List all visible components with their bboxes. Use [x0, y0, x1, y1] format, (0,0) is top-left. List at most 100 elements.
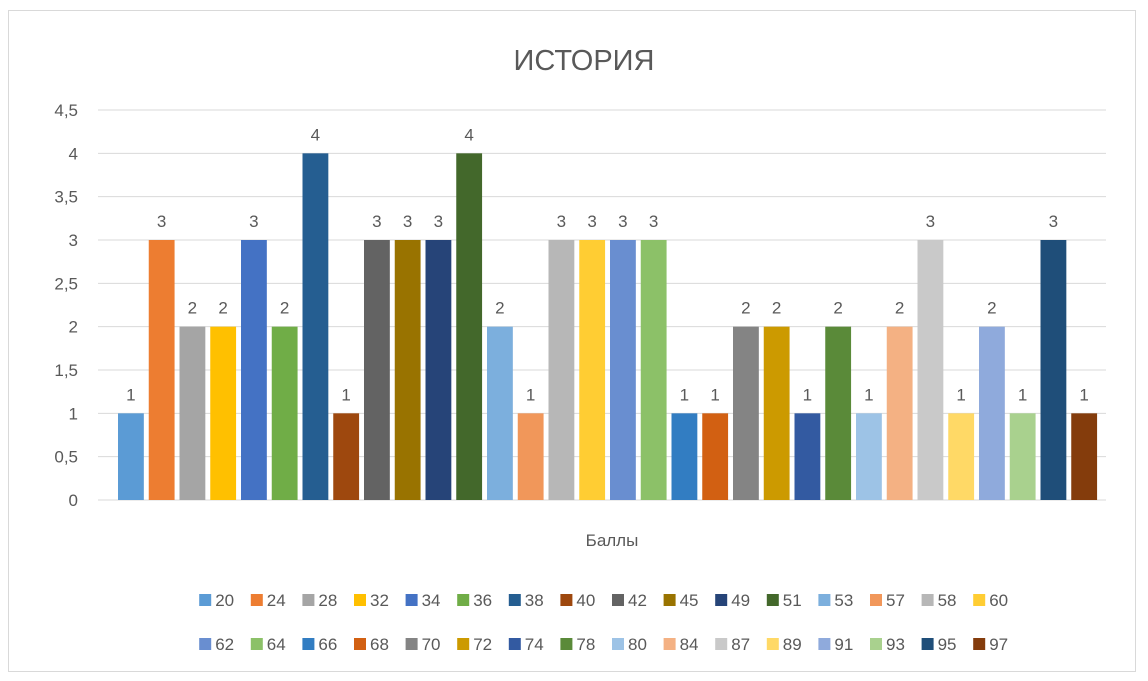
legend-swatch: [250, 594, 263, 606]
legend-entry: 36: [473, 591, 492, 610]
legend-entry: 70: [422, 635, 441, 654]
bar: [425, 240, 452, 500]
bar: [979, 326, 1005, 500]
legend-swatch: [870, 594, 882, 606]
legend-swatch: [508, 594, 521, 606]
data-labels: 1 3 2 2 3 2 4 1 3 3 3 4 2 1 3 3 3 3 1 1 2 2 1 2 1 2 3 1 2 1 3 1: [126, 125, 1089, 404]
legend-entry: 93: [886, 635, 905, 654]
legend-swatch: [199, 594, 212, 606]
bar: [179, 326, 206, 500]
data-label: 2: [218, 299, 227, 318]
bar: [364, 240, 390, 500]
data-label: 3: [649, 212, 658, 231]
bar: [763, 326, 790, 500]
legend-entry: 72: [473, 635, 492, 654]
legend-entry: 64: [267, 635, 286, 654]
legend-entry: 62: [215, 635, 234, 654]
legend-entry: 32: [370, 591, 389, 610]
legend-entry: 91: [834, 635, 853, 654]
legend-entry: 28: [318, 591, 337, 610]
bar: [794, 413, 821, 500]
legend-entry: 49: [731, 591, 750, 610]
legend-swatch: [612, 638, 624, 650]
y-tick-label: 1: [69, 404, 78, 423]
legend-swatch: [766, 594, 779, 606]
legend-entry: 58: [938, 591, 957, 610]
legend-swatch: [973, 638, 986, 650]
bar: [302, 153, 329, 501]
data-label: 3: [157, 212, 166, 231]
data-label: 2: [772, 299, 781, 318]
data-label: 2: [833, 299, 842, 318]
data-label: 3: [372, 212, 381, 231]
data-label: 3: [926, 212, 935, 231]
y-tick-label: 1,5: [54, 361, 78, 380]
legend-swatch: [560, 594, 573, 606]
bar: [333, 413, 360, 500]
legend-entry: 42: [628, 591, 647, 610]
x-axis-label: Баллы: [586, 531, 639, 550]
bar: [118, 413, 144, 500]
legend-swatch: [560, 638, 573, 650]
bar: [148, 240, 175, 500]
data-label: 1: [864, 385, 873, 404]
data-label: 2: [895, 299, 904, 318]
legend-swatch: [663, 638, 676, 650]
chart-title: ИСТОРИЯ: [514, 45, 655, 77]
y-tick-label: 3,5: [54, 188, 78, 207]
legend-swatch: [199, 638, 212, 650]
y-tick-label: 2: [69, 318, 78, 337]
legend-swatch: [250, 638, 263, 650]
data-label: 1: [126, 385, 135, 404]
data-label: 2: [495, 299, 504, 318]
legend-swatch: [457, 594, 470, 606]
bar: [733, 326, 759, 500]
legend-swatch: [921, 594, 934, 606]
legend-swatch: [302, 594, 315, 606]
legend-swatch: [870, 638, 882, 650]
legend-entry: 60: [989, 591, 1008, 610]
data-label: 3: [1049, 212, 1058, 231]
y-tick-label: 3: [69, 231, 78, 250]
legend-swatch: [663, 594, 676, 606]
legend-entry: 84: [680, 635, 699, 654]
bar: [394, 240, 421, 500]
data-label: 3: [618, 212, 627, 231]
bar: [1009, 413, 1036, 500]
legend-entry: 40: [576, 591, 595, 610]
bar: [886, 326, 913, 500]
bar: [1040, 240, 1067, 500]
bar: [702, 413, 729, 500]
bar: [610, 240, 636, 500]
data-label: 1: [803, 385, 812, 404]
legend-entry: 51: [783, 591, 802, 610]
y-tick-label: 2,5: [54, 274, 78, 293]
data-label: 1: [710, 385, 719, 404]
data-label: 2: [188, 299, 197, 318]
bar: [241, 240, 267, 500]
bar: [517, 413, 544, 500]
data-label: 1: [1079, 385, 1088, 404]
data-label: 1: [341, 385, 350, 404]
legend-entry: 74: [525, 635, 544, 654]
data-label: 1: [680, 385, 689, 404]
legend-entry: 97: [989, 635, 1008, 654]
legend-entry: 78: [576, 635, 595, 654]
bar: [856, 413, 882, 500]
legend-swatch: [354, 638, 366, 650]
data-label: 2: [741, 299, 750, 318]
data-label: 3: [587, 212, 596, 231]
legend-entry: 20: [215, 591, 234, 610]
legend-swatch: [405, 638, 418, 650]
data-label: 2: [280, 299, 289, 318]
data-label: 4: [311, 125, 320, 144]
legend-swatch: [818, 594, 831, 606]
legend-entry: 87: [731, 635, 750, 654]
bar: [271, 326, 298, 500]
data-label: 2: [987, 299, 996, 318]
y-tick-label: 4: [69, 144, 78, 163]
legend-entry: 66: [318, 635, 337, 654]
legend-entry: 95: [938, 635, 957, 654]
legend-swatch: [766, 638, 779, 650]
bar: [640, 240, 667, 500]
